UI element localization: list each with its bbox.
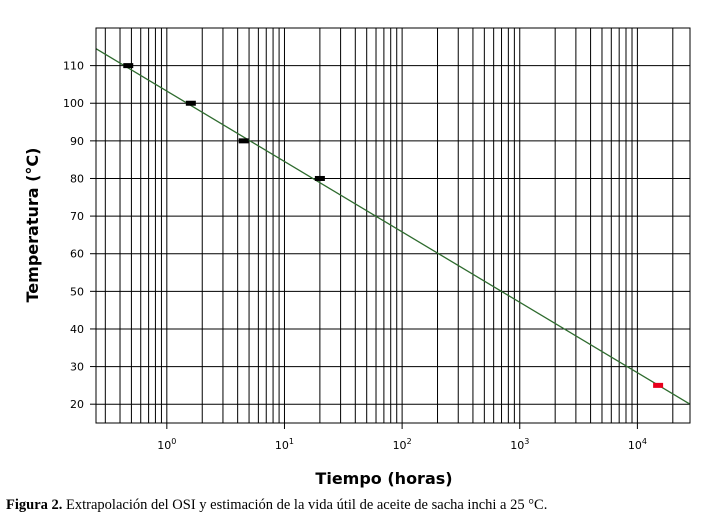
fit-line xyxy=(95,48,691,405)
x-tick-label: 102 xyxy=(393,437,412,452)
y-tick-label: 70 xyxy=(70,210,84,223)
chart: 20 30 40 50 60 70 80 90 100 110 100 101 102 103 104 Ti… xyxy=(23,27,691,488)
data-point xyxy=(314,175,325,181)
y-tick-label: 40 xyxy=(70,323,84,336)
y-tick-label: 60 xyxy=(70,248,84,261)
extrapolated-point xyxy=(653,382,664,388)
x-tick-label: 103 xyxy=(510,437,529,452)
plot-frame xyxy=(95,27,691,424)
caption-label: Figura 2. xyxy=(6,497,63,513)
grid xyxy=(96,28,690,423)
y-tick-label: 90 xyxy=(70,135,84,148)
y-tick-label: 110 xyxy=(63,60,84,73)
caption-text: Extrapolación del OSI y estimación de la… xyxy=(62,497,548,513)
y-tick-label: 100 xyxy=(63,97,84,110)
x-tick-label: 104 xyxy=(628,437,647,452)
y-axis-title: Temperatura (°C) xyxy=(23,148,42,303)
data-points xyxy=(123,63,664,388)
x-tick-label: 101 xyxy=(275,437,294,452)
y-tick-label: 20 xyxy=(70,398,84,411)
x-tick-label: 100 xyxy=(157,437,176,452)
tick-labels: 20 30 40 50 60 70 80 90 100 110 100 101 102 103 104 xyxy=(63,60,647,452)
data-point xyxy=(123,63,134,69)
data-point xyxy=(238,138,249,144)
y-tick-label: 80 xyxy=(70,172,84,185)
figure-caption: Figura 2. Extrapolación del OSI y estima… xyxy=(6,497,547,514)
x-axis-title: Tiempo (horas) xyxy=(315,469,452,488)
data-point xyxy=(185,100,196,106)
y-tick-label: 50 xyxy=(70,285,84,298)
y-tick-label: 30 xyxy=(70,361,84,374)
